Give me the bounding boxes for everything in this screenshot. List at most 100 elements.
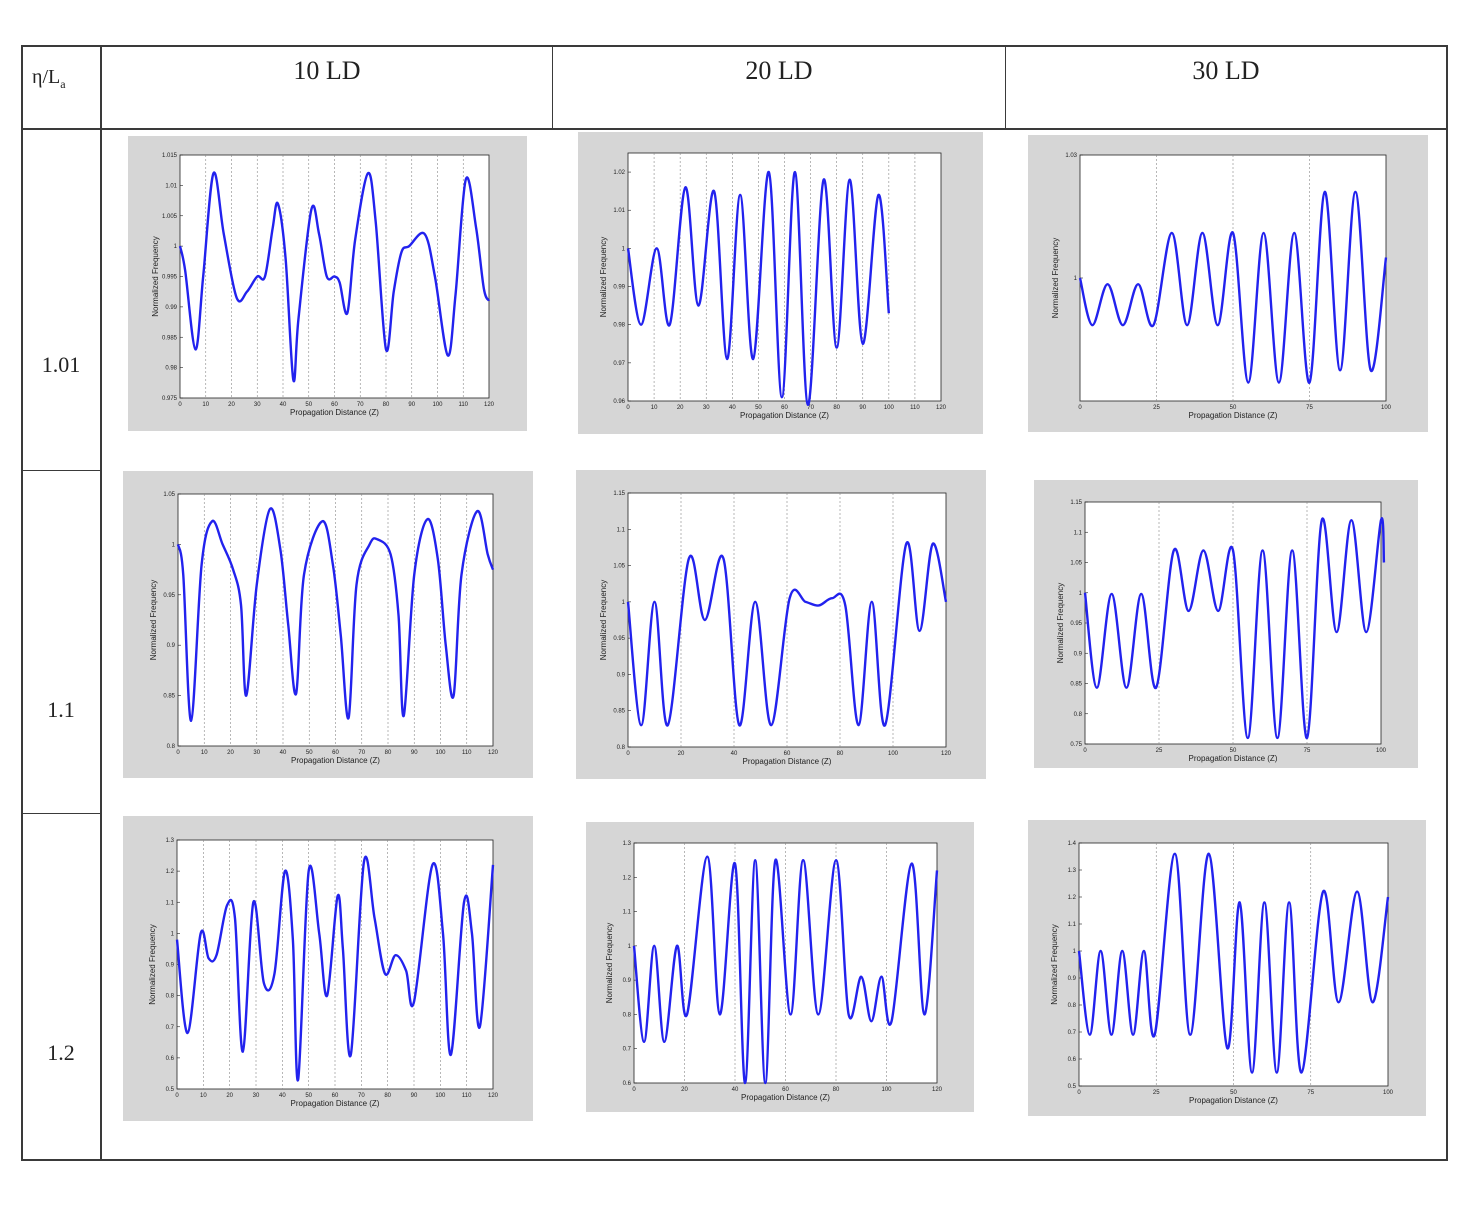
y-tick-label: 0.9	[1068, 976, 1077, 982]
x-tick-label: 70	[358, 1093, 365, 1099]
y-tick-label: 0.99	[613, 285, 625, 291]
col-header-30ld: 30 LD	[1192, 56, 1260, 85]
corner-label-sub: a	[60, 77, 66, 91]
y-tick-label: 0.995	[162, 275, 178, 281]
x-tick-label: 0	[175, 1093, 179, 1099]
x-tick-label: 50	[1230, 748, 1237, 754]
chart-panel-1-1-10ld: 0 10 20 30 40 50 60 70 80 90 100 110 120 0.8 0.85 0.9 0.…	[123, 471, 533, 778]
y-tick-label: 1.15	[1070, 500, 1082, 506]
y-tick-label: 1.03	[1065, 153, 1077, 159]
x-tick-label: 40	[729, 405, 736, 411]
x-tick-label: 0	[632, 1087, 636, 1093]
chart-panel-1-2-10ld: 0 10 20 30 40 50 60 70 80 90 100 110 120 0.5 0.6 0.7 0.8…	[123, 816, 533, 1121]
y-axis-label: Normalized Frequency	[599, 580, 608, 660]
x-tick-label: 80	[833, 1087, 840, 1093]
y-tick-label: 0.7	[166, 1025, 175, 1031]
x-tick-label: 90	[408, 402, 415, 408]
x-axis-label: Propagation Distance (Z)	[740, 411, 829, 420]
x-tick-label: 110	[458, 402, 468, 408]
x-tick-label: 40	[731, 751, 738, 757]
chart-svg: 0 10 20 30 40 50 60 70 80 90 100 110 120 0.8 0.85 0.9 0.…	[149, 492, 499, 765]
y-axis-label: Normalized Frequency	[149, 580, 158, 660]
y-tick-label: 1	[172, 542, 176, 548]
y-tick-label: 0.9	[623, 978, 632, 984]
y-tick-label: 1.1	[623, 910, 632, 916]
row-label-1-01: 1.01	[41, 352, 81, 377]
chart-svg: 0 10 20 30 40 50 60 70 80 90 100 110 120 0.975 0.98 0.9…	[151, 153, 495, 417]
y-tick-label: 0.9	[167, 643, 176, 649]
corner-label-text: η/L	[32, 66, 61, 88]
chart-panel-1-2-30ld: 0 25 50 75 100 0.5 0.6 0.7 0.8 0.9 1 1.1 1.2 1.3 1.4 Pr…	[1028, 820, 1426, 1116]
x-tick-label: 50	[305, 402, 312, 408]
x-tick-label: 0	[178, 402, 182, 408]
y-tick-label: 1	[171, 931, 175, 937]
x-tick-label: 75	[1304, 748, 1311, 754]
table-divider-col2	[1005, 45, 1006, 130]
x-tick-label: 10	[202, 402, 209, 408]
x-tick-label: 100	[1376, 748, 1387, 754]
chart-svg: 0 20 40 60 80 100 120 0.6 0.7 0.8 0.9 1 1.1 1.2 1.3 Pro…	[605, 841, 943, 1102]
x-axis-label: Propagation Distance (Z)	[290, 408, 379, 417]
x-tick-label: 120	[488, 1093, 499, 1099]
y-tick-label: 1.3	[623, 841, 632, 847]
chart-svg: 0 25 50 75 100 0.5 0.6 0.7 0.8 0.9 1 1.1 1.2 1.3 1.4 Pr…	[1050, 841, 1394, 1105]
row-label-1-2: 1.2	[47, 1040, 75, 1065]
x-tick-label: 110	[462, 750, 472, 756]
x-tick-label: 30	[703, 405, 710, 411]
y-tick-label: 0.9	[1074, 651, 1083, 657]
x-tick-label: 100	[888, 751, 899, 757]
series-line	[626, 170, 891, 407]
x-tick-label: 70	[807, 405, 814, 411]
y-tick-label: 1.05	[1070, 561, 1082, 567]
y-tick-label: 1.01	[613, 208, 625, 214]
x-tick-label: 25	[1153, 405, 1160, 411]
y-tick-label: 0.98	[165, 366, 177, 372]
x-tick-label: 0	[1078, 405, 1082, 411]
x-tick-label: 0	[176, 750, 180, 756]
chart-panel-1-01-30ld: 0 25 50 75 100 1 1.03 Propagation Distance (Z) N…	[1028, 135, 1428, 432]
x-tick-label: 0	[1083, 748, 1087, 754]
x-tick-label: 30	[254, 402, 261, 408]
y-axis-label: Normalized Frequency	[599, 237, 608, 317]
y-axis-label: Normalized Frequency	[1051, 238, 1060, 318]
x-tick-label: 50	[1230, 405, 1237, 411]
chart-panel-1-2-20ld: 0 20 40 60 80 100 120 0.6 0.7 0.8 0.9 1 1.1 1.2 1.3 Pro…	[586, 822, 974, 1112]
y-tick-label: 1.4	[1068, 841, 1077, 847]
x-tick-label: 120	[488, 750, 499, 756]
x-tick-label: 0	[1077, 1090, 1081, 1096]
y-tick-label: 0.7	[1068, 1030, 1077, 1036]
table-divider-label	[100, 45, 102, 1161]
x-tick-label: 80	[833, 405, 840, 411]
y-tick-label: 0.5	[166, 1087, 175, 1093]
y-tick-label: 0.8	[623, 1012, 632, 1018]
x-tick-label: 40	[732, 1087, 739, 1093]
chart-svg: 0 25 50 75 100 1 1.03 Propagation Distance (Z) N…	[1051, 153, 1392, 420]
y-tick-label: 0.85	[163, 694, 175, 700]
x-tick-label: 50	[305, 1093, 312, 1099]
y-tick-label: 1.05	[613, 564, 625, 570]
y-tick-label: 1.2	[623, 875, 632, 881]
y-tick-label: 1.15	[613, 491, 625, 497]
chart-panel-1-1-20ld: 0 20 40 60 80 100 120 0.8 0.85 0.9 0.95 1 1.05 1.1 1.1…	[576, 470, 986, 779]
x-tick-label: 20	[677, 405, 684, 411]
x-axis-label: Propagation Distance (Z)	[1189, 1096, 1278, 1105]
x-tick-label: 20	[226, 1093, 233, 1099]
y-tick-label: 1	[1079, 591, 1083, 597]
x-tick-label: 10	[651, 405, 658, 411]
table-divider-col1	[552, 45, 553, 130]
x-tick-label: 60	[781, 405, 788, 411]
y-tick-label: 0.75	[1070, 742, 1082, 748]
series-line	[178, 171, 491, 383]
y-axis-label: Normalized Frequency	[1056, 583, 1065, 663]
y-axis-label: Normalized Frequency	[151, 236, 160, 316]
y-tick-label: 1.2	[1068, 895, 1077, 901]
y-tick-label: 1.1	[166, 900, 175, 906]
x-tick-label: 90	[411, 750, 418, 756]
chart-panel-1-1-30ld: 0 25 50 75 100 0.75 0.8 0.85 0.9 0.95 1 1.05 1.1 1.15…	[1034, 480, 1418, 768]
x-tick-label: 100	[1381, 405, 1392, 411]
y-tick-label: 0.985	[162, 335, 178, 341]
x-tick-label: 20	[227, 750, 234, 756]
series-line	[175, 855, 495, 1082]
x-tick-label: 110	[910, 405, 920, 411]
x-tick-label: 75	[1306, 405, 1313, 411]
